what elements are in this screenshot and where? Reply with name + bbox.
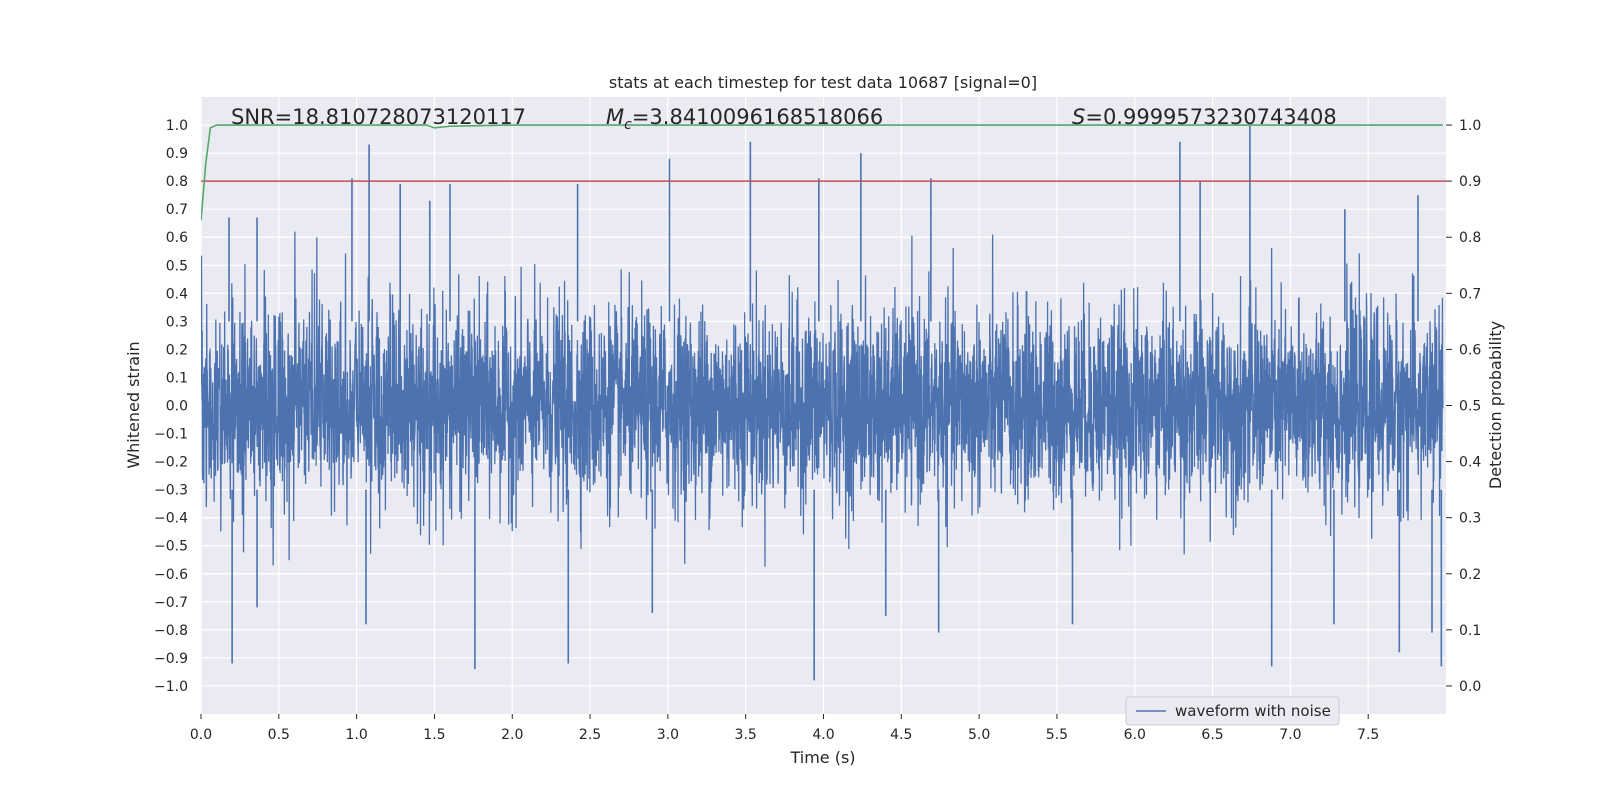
waveform-peaks [228,125,1443,681]
y-axis-title: Whitened strain [124,341,143,468]
legend: waveform with noise [1125,696,1340,726]
mc-symbol: M [606,105,624,129]
y2-tick-label: 0.5 [1459,399,1481,415]
x-tick-label: 0.0 [190,727,212,743]
y-tick-label: 0.0 [166,399,188,415]
y-tick-label: 0.3 [166,314,188,330]
y-tick-label: 0.9 [166,146,188,162]
y-tick-label: −0.3 [154,483,188,499]
y-tick-label: −0.9 [154,651,188,667]
x-tick-label: 3.5 [735,727,757,743]
x-tick-label: 1.5 [423,727,445,743]
snr-annotation: SNR=18.810728073120117 [231,105,526,129]
x-tick-label: 2.0 [501,727,523,743]
y-tick-label: 0.8 [166,174,188,190]
x-axis-title: Time (s) [789,748,855,767]
y-tick-label: 0.5 [166,258,188,274]
x-tick-label: 7.0 [1279,727,1301,743]
x-axis-ticks: 0.0 0.5 1.0 1.5 2.0 2.5 3.0 3.5 4.0 4.5 5.0 5.5 6.0 6… [190,714,1379,743]
x-tick-label: 1.0 [345,727,367,743]
x-tick-label: 6.5 [1201,727,1223,743]
s-annotation: S=0.9999573230743408 [1072,105,1337,129]
y-tick-label: 0.1 [166,370,188,386]
y-axis-ticks: −1.0 −0.9 −0.8 −0.7 −0.6 −0.5 −0.4 −0.3 −0.2 −0.1… [154,118,188,695]
x-tick-label: 3.0 [657,727,679,743]
y-tick-label: −0.2 [154,455,188,471]
s-symbol: S [1072,105,1085,129]
y-tick-label: 0.6 [166,230,188,246]
detection-probability-series [201,124,1443,221]
y-tick-label: 0.2 [166,342,188,358]
y-tick-label: 0.7 [166,202,188,218]
y-tick-label: −0.6 [154,567,188,583]
x-tick-label: 5.5 [1046,727,1068,743]
y-tick-label: −0.5 [154,539,188,555]
legend-entry-waveform: waveform with noise [1175,702,1331,720]
y2-tick-label: 0.2 [1459,567,1481,583]
y-tick-label: 1.0 [166,118,188,134]
y-tick-label: −1.0 [154,679,188,695]
y2-tick-label: 0.4 [1459,455,1481,471]
y2-tick-label: 0.3 [1459,511,1481,527]
waveform-with-noise-series [201,231,1444,567]
chart-title: stats at each timestep for test data 106… [609,73,1037,92]
y2-axis-title: Detection probability [1486,321,1505,489]
x-tick-label: 4.5 [890,727,912,743]
chirp-mass-annotation: Mc=3.8410096168518066 [606,105,883,133]
y-tick-label: −0.1 [154,427,188,443]
x-tick-label: 6.0 [1124,727,1146,743]
x-tick-label: 5.0 [968,727,990,743]
y2-tick-label: 0.6 [1459,342,1481,358]
y-tick-label: −0.7 [154,595,188,611]
y2-axis-ticks: 0.0 0.1 0.2 0.3 0.4 0.5 0.6 0.7 0.8 0.9 1.0 [1446,118,1481,695]
y-tick-label: 0.4 [166,286,188,302]
y2-tick-label: 0.9 [1459,174,1481,190]
y2-tick-label: 0.0 [1459,679,1481,695]
legend-box [1125,696,1340,726]
y2-tick-label: 0.8 [1459,230,1481,246]
y2-tick-label: 0.7 [1459,286,1481,302]
x-tick-label: 4.0 [812,727,834,743]
y2-tick-label: 0.1 [1459,623,1481,639]
s-value: =0.9999573230743408 [1085,105,1336,129]
x-tick-label: 2.5 [579,727,601,743]
y-tick-label: −0.8 [154,623,188,639]
x-tick-label: 0.5 [268,727,290,743]
mc-subscript: c [624,117,632,133]
y2-tick-label: 1.0 [1459,118,1481,134]
x-tick-label: 7.5 [1357,727,1379,743]
y-tick-label: −0.4 [154,511,188,527]
mc-value: =3.8410096168518066 [632,105,883,129]
